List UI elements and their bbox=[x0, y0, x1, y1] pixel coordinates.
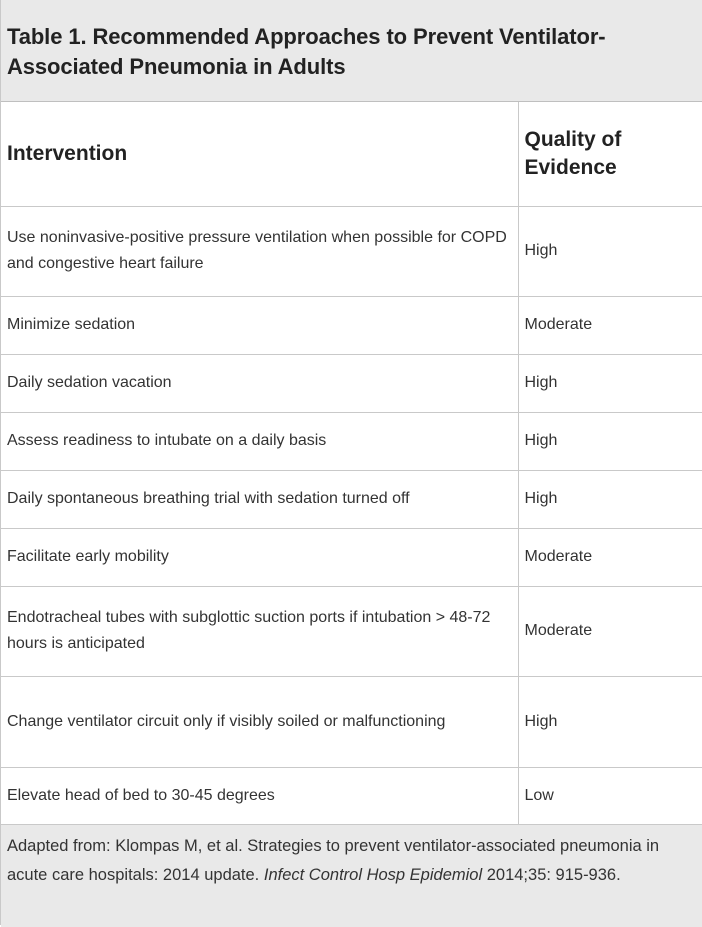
table-row: Change ventilator circuit only if visibl… bbox=[1, 676, 702, 768]
intervention-cell: Daily sedation vacation bbox=[1, 354, 518, 413]
intervention-cell: Change ventilator circuit only if visibl… bbox=[1, 676, 518, 768]
intervention-cell: Facilitate early mobility bbox=[1, 528, 518, 587]
quality-cell: High bbox=[517, 206, 702, 297]
intervention-cell: Assess readiness to intubate on a daily … bbox=[1, 412, 518, 471]
table-row: Assess readiness to intubate on a daily … bbox=[1, 412, 702, 471]
intervention-cell: Use noninvasive-positive pressure ventil… bbox=[1, 206, 518, 297]
quality-cell: High bbox=[517, 676, 702, 768]
table-row: Facilitate early mobility Moderate bbox=[1, 528, 702, 587]
quality-cell: Moderate bbox=[517, 528, 702, 587]
intervention-cell: Daily spontaneous breathing trial with s… bbox=[1, 470, 518, 529]
table-footnote: Adapted from: Klompas M, et al. Strategi… bbox=[1, 824, 702, 927]
quality-cell: Low bbox=[517, 767, 702, 825]
table-row: Endotracheal tubes with subglottic sucti… bbox=[1, 586, 702, 677]
quality-cell: Moderate bbox=[517, 586, 702, 677]
table-row: Daily sedation vacation High bbox=[1, 354, 702, 413]
quality-cell: High bbox=[517, 470, 702, 529]
table-row: Minimize sedation Moderate bbox=[1, 296, 702, 355]
recommendations-table: Intervention Quality of Evidence Use non… bbox=[1, 102, 702, 825]
table-row: Daily spontaneous breathing trial with s… bbox=[1, 470, 702, 529]
intervention-cell: Elevate head of bed to 30-45 degrees bbox=[1, 767, 518, 825]
table-caption: Table 1. Recommended Approaches to Preve… bbox=[1, 0, 702, 102]
column-header-intervention: Intervention bbox=[1, 102, 518, 207]
intervention-cell: Endotracheal tubes with subglottic sucti… bbox=[1, 586, 518, 677]
footnote-text: Adapted from: Klompas M, et al. Strategi… bbox=[7, 836, 660, 884]
quality-cell: High bbox=[517, 412, 702, 471]
header-row: Intervention Quality of Evidence bbox=[1, 102, 702, 207]
footnote-journal: Infect Control Hosp Epidemiol bbox=[263, 865, 483, 884]
quality-cell: Moderate bbox=[517, 296, 702, 355]
table-title: Table 1. Recommended Approaches to Preve… bbox=[7, 24, 606, 79]
table-row: Elevate head of bed to 30-45 degrees Low bbox=[1, 767, 702, 825]
footnote-citation: 2014;35: 915-936. bbox=[482, 865, 621, 884]
table-row: Use noninvasive-positive pressure ventil… bbox=[1, 206, 702, 297]
column-header-quality: Quality of Evidence bbox=[517, 102, 702, 207]
quality-cell: High bbox=[517, 354, 702, 413]
intervention-cell: Minimize sedation bbox=[1, 296, 518, 355]
